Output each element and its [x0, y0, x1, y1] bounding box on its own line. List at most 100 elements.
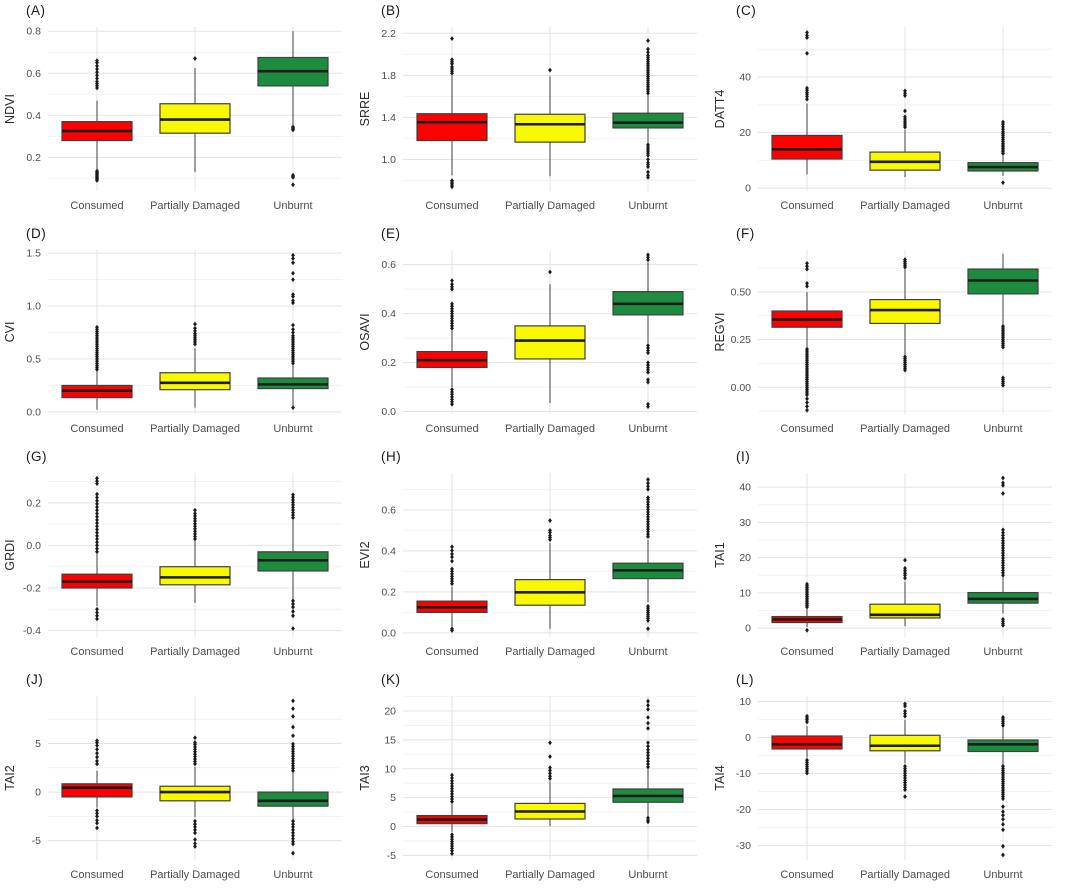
y-axis-title: TAI2: [3, 765, 17, 791]
outlier-point: [193, 536, 197, 542]
x-category-label: Unburnt: [273, 869, 312, 881]
outlier-point: [291, 753, 295, 759]
boxplot-canvas-TAI1: 0 10 20 30 40 TAI1 Consumed Partially Damaged Un…: [713, 473, 1052, 658]
box-unburnt: [967, 475, 1039, 628]
outlier-point: [1001, 344, 1005, 350]
outlier-point: [548, 770, 552, 776]
outlier-point: [450, 796, 454, 802]
outlier-point: [1001, 563, 1005, 568]
x-category-label: Consumed: [70, 200, 123, 212]
box-consumed: [61, 58, 133, 183]
y-tick-label: 0.0: [26, 540, 41, 552]
box-partially-damaged: [159, 56, 231, 173]
outlier-point: [903, 794, 907, 799]
outlier-point: [193, 841, 197, 846]
y-tick-label: 40: [739, 482, 751, 494]
outlier-point: [646, 507, 650, 512]
outlier-point: [903, 257, 907, 262]
outlier-point: [805, 280, 809, 286]
x-category-label: Partially Damaged: [505, 423, 595, 435]
outlier-point: [450, 788, 454, 794]
x-category-label: Partially Damaged: [860, 646, 950, 658]
x-category-label: Unburnt: [628, 646, 667, 658]
y-tick-label: 0: [745, 623, 751, 635]
y-tick-label: 1.8: [381, 70, 396, 82]
outlier-point: [805, 581, 809, 587]
x-category-label: Consumed: [780, 646, 833, 658]
box-unburnt: [257, 492, 329, 631]
y-tick-label: 0.0: [26, 406, 41, 418]
outlier-point: [450, 544, 454, 550]
y-tick-label: 0: [390, 821, 396, 833]
outlier-point: [646, 514, 650, 520]
outlier-point: [95, 613, 99, 619]
x-category-label: Partially Damaged: [860, 869, 950, 881]
outlier-point: [646, 365, 650, 370]
outlier-point: [95, 514, 99, 520]
x-category-label: Consumed: [70, 646, 123, 658]
outlier-point: [95, 825, 99, 831]
boxplot-canvas-EVI2: 0.0 0.2 0.4 0.6 EVI2 Consumed Partially Damage…: [358, 473, 697, 658]
outlier-point: [291, 499, 295, 505]
outlier-point: [646, 174, 650, 180]
y-tick-label: 1.0: [26, 301, 41, 313]
panel-label-L: (L): [736, 672, 754, 687]
y-tick-label: 0.2: [26, 497, 41, 509]
outlier-point: [291, 260, 295, 266]
outlier-point: [95, 813, 99, 819]
outlier-point: [646, 747, 650, 753]
outlier-point: [1001, 550, 1005, 556]
y-axis-title: CVI: [3, 322, 17, 343]
outlier-point: [291, 609, 295, 614]
outlier-point: [291, 252, 295, 258]
y-axis-title: SRRE: [358, 92, 372, 127]
outlier-point: [95, 738, 99, 744]
panel-label-K: (K): [381, 672, 401, 687]
panel-label-D: (D): [26, 226, 47, 241]
y-tick-label: 20: [384, 706, 396, 718]
x-category-label: Consumed: [425, 646, 478, 658]
outlier-point: [95, 533, 99, 539]
y-tick-label: 0: [745, 732, 751, 744]
y-tick-label: 0.6: [26, 68, 41, 80]
y-tick-label: 15: [384, 734, 396, 746]
outlier-point: [646, 698, 650, 704]
outlier-point: [95, 543, 99, 548]
outlier-point: [291, 598, 295, 604]
panel-label-F: (F): [736, 226, 755, 241]
outlier-point: [903, 367, 907, 373]
outlier-point: [193, 513, 197, 519]
y-tick-label: 20: [739, 127, 751, 139]
panel-I: (I) 0 10 20 30 40 TAI1 Consumed Partially Damag…: [710, 446, 1065, 669]
outlier-point: [903, 557, 907, 563]
y-tick-label: 0.0: [381, 627, 396, 639]
outlier-point: [193, 818, 197, 824]
outlier-point: [646, 157, 650, 162]
x-category-label: Partially Damaged: [150, 869, 240, 881]
outlier-point: [1001, 538, 1005, 544]
outlier-point: [291, 744, 295, 749]
outlier-point: [548, 518, 552, 523]
outlier-point: [291, 174, 295, 180]
panel-L: (L) -30 -20 -10 0 10 TAI4 Consumed Partially Da…: [710, 669, 1065, 892]
outlier-point: [1001, 843, 1005, 849]
outlier-point: [291, 626, 295, 631]
outlier-point: [95, 530, 99, 536]
outlier-point: [291, 505, 295, 510]
outlier-point: [291, 706, 295, 712]
x-category-label: Consumed: [425, 200, 478, 212]
x-category-label: Consumed: [70, 423, 123, 435]
box-unburnt: [967, 253, 1039, 388]
outlier-point: [646, 46, 650, 52]
x-category-label: Unburnt: [983, 646, 1022, 658]
outlier-point: [903, 88, 907, 94]
outlier-point: [450, 848, 454, 854]
outlier-point: [805, 32, 809, 38]
x-category-label: Consumed: [780, 423, 833, 435]
outlier-point: [450, 281, 454, 287]
outlier-point: [1001, 548, 1005, 553]
outlier-point: [646, 477, 650, 482]
box-consumed: [771, 713, 843, 776]
outlier-point: [450, 626, 454, 632]
